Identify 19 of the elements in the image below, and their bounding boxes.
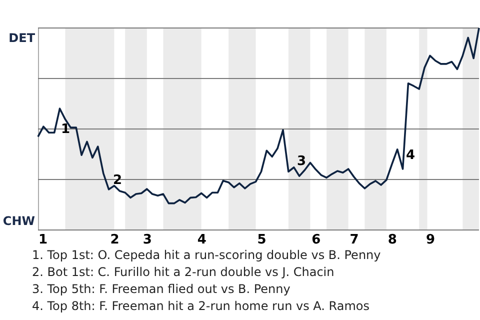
x-tick-label: 6	[312, 232, 321, 248]
x-tick-label: 7	[350, 232, 359, 248]
x-tick-label: 9	[426, 232, 436, 248]
text: 3. Top 5th: F. Freeman flied out vs B. Penny	[32, 282, 290, 296]
text: DET	[8, 31, 36, 45]
x-tick-label: 4	[197, 232, 206, 248]
text: CHW	[2, 214, 35, 228]
text: 1. Top 1st: O. Cepeda hit a run-scoring double vs B. Penny	[32, 248, 381, 262]
annotation: 4	[406, 148, 416, 163]
x-tick-label: 3	[142, 232, 152, 248]
text: 4. Top 8th: F. Freeman hit a 2-run home run vs A. Ramos	[32, 299, 370, 313]
x-tick-label: 2	[110, 232, 120, 248]
annotation: 2	[113, 173, 122, 188]
text: 2. Bot 1st: C. Furillo hit a 2-run double vs J. Chacin	[32, 265, 334, 279]
x-tick-label: 5	[257, 232, 266, 248]
annotation: 1	[61, 122, 70, 137]
annotation: 3	[297, 154, 306, 169]
x-tick-label: 8	[388, 232, 397, 248]
x-tick-label: 1	[38, 232, 48, 248]
